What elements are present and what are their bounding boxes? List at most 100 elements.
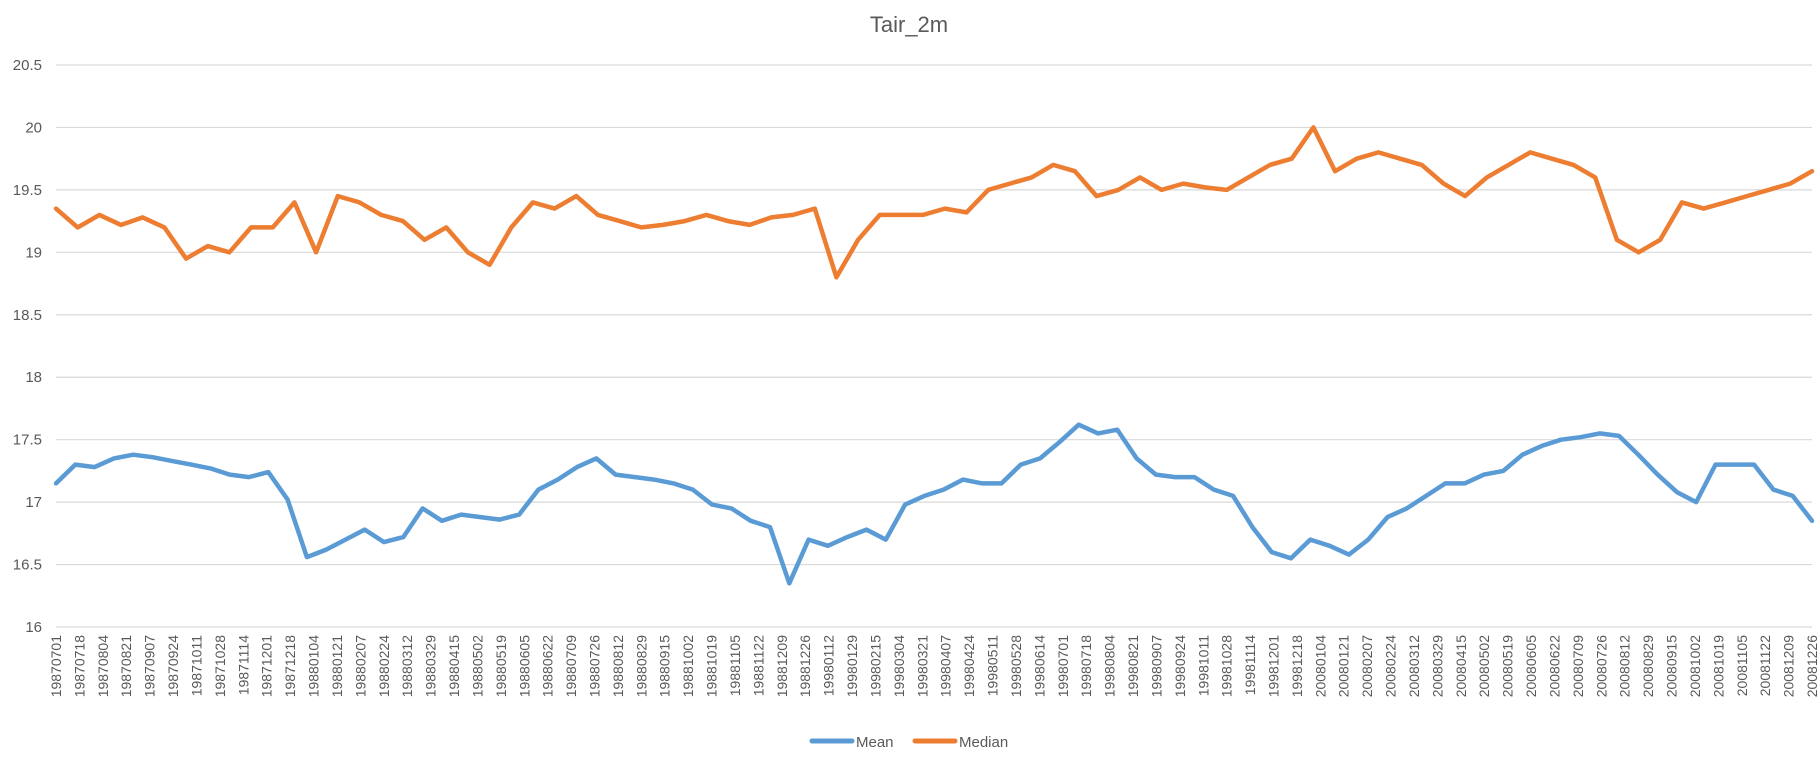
x-tick-label: 19881002 [680,635,696,698]
legend-item-median[interactable]: Median [912,734,1008,751]
legend-item-mean[interactable]: Mean [809,734,894,751]
x-tick-label: 20081209 [1781,635,1797,698]
x-tick-label: 19980424 [961,635,977,698]
y-tick-label: 19.5 [13,182,42,199]
x-tick-label: 20080207 [1359,635,1375,698]
x-tick-label: 19980528 [1008,635,1024,698]
x-tick-label: 20080812 [1617,635,1633,698]
x-tick-label: 19871201 [259,635,275,698]
x-tick-label: 19980407 [938,635,954,698]
x-tick-label: 19870804 [95,635,111,698]
x-tick-label: 19881019 [704,635,720,698]
legend[interactable]: Mean Median [809,734,1008,751]
x-tick-label: 19981201 [1265,635,1281,698]
x-tick-label: 19871028 [212,635,228,698]
y-tick-label: 17 [25,494,42,511]
series-lines [53,125,1815,586]
x-tick-label: 19881226 [797,635,813,698]
x-tick-label: 20081226 [1804,635,1818,698]
x-tick-label: 19880502 [469,635,485,698]
x-tick-label: 19980701 [1055,635,1071,698]
x-tick-label: 19871011 [188,635,204,696]
x-tick-label: 19871114 [235,635,251,695]
x-tick-label: 20080312 [1406,635,1422,698]
chart-title: Tair_2m [870,12,948,37]
x-tick-label: 19881122 [750,635,766,696]
x-tick-label: 19980924 [1172,635,1188,698]
x-tick-label: 19880622 [540,635,556,698]
x-tick-label: 19880415 [446,635,462,698]
x-tick-label: 19980304 [891,635,907,698]
x-tick-label: 20080605 [1523,635,1539,698]
x-tick-label: 19880726 [587,635,603,698]
x-tick-label: 19981114 [1242,635,1258,695]
legend-label: Median [959,734,1008,751]
x-tick-label: 19980112 [821,635,837,696]
x-tick-label: 19880207 [352,635,368,698]
x-tick-label: 19880121 [329,635,345,698]
y-axis-tick-labels: 16 16.5 17 17.5 18 18.5 19 19.5 20 20.5 [13,57,42,636]
y-tick-label: 19 [25,244,42,261]
x-tick-label: 20081122 [1757,635,1773,696]
x-tick-label: 20080622 [1546,635,1562,698]
x-tick-label: 19981218 [1289,635,1305,698]
y-tick-label: 20.5 [13,57,42,74]
x-tick-label: 20080915 [1664,635,1680,698]
y-tick-label: 20 [25,119,42,136]
x-tick-label: 20080829 [1640,635,1656,698]
x-tick-label: 20080519 [1500,635,1516,698]
x-tick-label: 19880329 [423,635,439,698]
x-tick-label: 19980321 [914,635,930,698]
series-line-median [53,125,1815,280]
x-axis-tick-labels: 19870701 19870718 19870804 19870821 19870907… [48,635,1818,698]
x-tick-label: 19880104 [306,635,322,698]
gridlines [56,64,1812,628]
x-tick-label: 19870701 [48,635,64,698]
x-tick-label: 20081002 [1687,635,1703,698]
y-tick-label: 16 [25,619,42,636]
x-tick-label: 20080121 [1336,635,1352,698]
x-tick-label: 19980907 [1148,635,1164,698]
x-tick-label: 19880709 [563,635,579,698]
x-tick-label: 19980821 [1125,635,1141,698]
legend-label: Mean [856,734,894,751]
x-tick-label: 19880312 [399,635,415,698]
x-tick-label: 19981028 [1219,635,1235,698]
x-tick-label: 19870907 [142,635,158,698]
x-tick-label: 19871218 [282,635,298,698]
y-tick-label: 17.5 [13,432,42,449]
x-tick-label: 20080224 [1383,635,1399,698]
x-tick-label: 20081019 [1710,635,1726,698]
x-tick-label: 19880519 [493,635,509,698]
x-tick-label: 19880605 [516,635,532,698]
x-tick-label: 19881209 [774,635,790,698]
x-tick-label: 19980614 [1031,635,1047,698]
x-tick-label: 19980804 [1102,635,1118,698]
x-tick-label: 19981011 [1195,635,1211,696]
x-tick-label: 19870821 [118,635,134,698]
x-tick-label: 19870924 [165,635,181,698]
series-line-mean [53,422,1815,586]
x-tick-label: 19881105 [727,635,743,696]
x-tick-label: 19880812 [610,635,626,698]
x-tick-label: 20080502 [1476,635,1492,698]
x-tick-label: 20080709 [1570,635,1586,698]
x-tick-label: 19880829 [633,635,649,698]
x-tick-label: 19880224 [376,635,392,698]
x-tick-label: 20080726 [1593,635,1609,698]
x-tick-label: 19980718 [1078,635,1094,698]
y-tick-label: 18.5 [13,307,42,324]
x-tick-label: 20081105 [1734,635,1750,696]
x-tick-label: 20080104 [1312,635,1328,698]
x-tick-label: 20080329 [1429,635,1445,698]
x-tick-label: 19980129 [844,635,860,698]
x-tick-label: 19870718 [71,635,87,698]
y-tick-label: 18 [25,369,42,386]
x-tick-label: 19980511 [985,635,1001,696]
x-tick-label: 19880915 [657,635,673,698]
x-tick-label: 19980215 [867,635,883,698]
y-tick-label: 16.5 [13,557,42,574]
x-tick-label: 20080415 [1453,635,1469,698]
